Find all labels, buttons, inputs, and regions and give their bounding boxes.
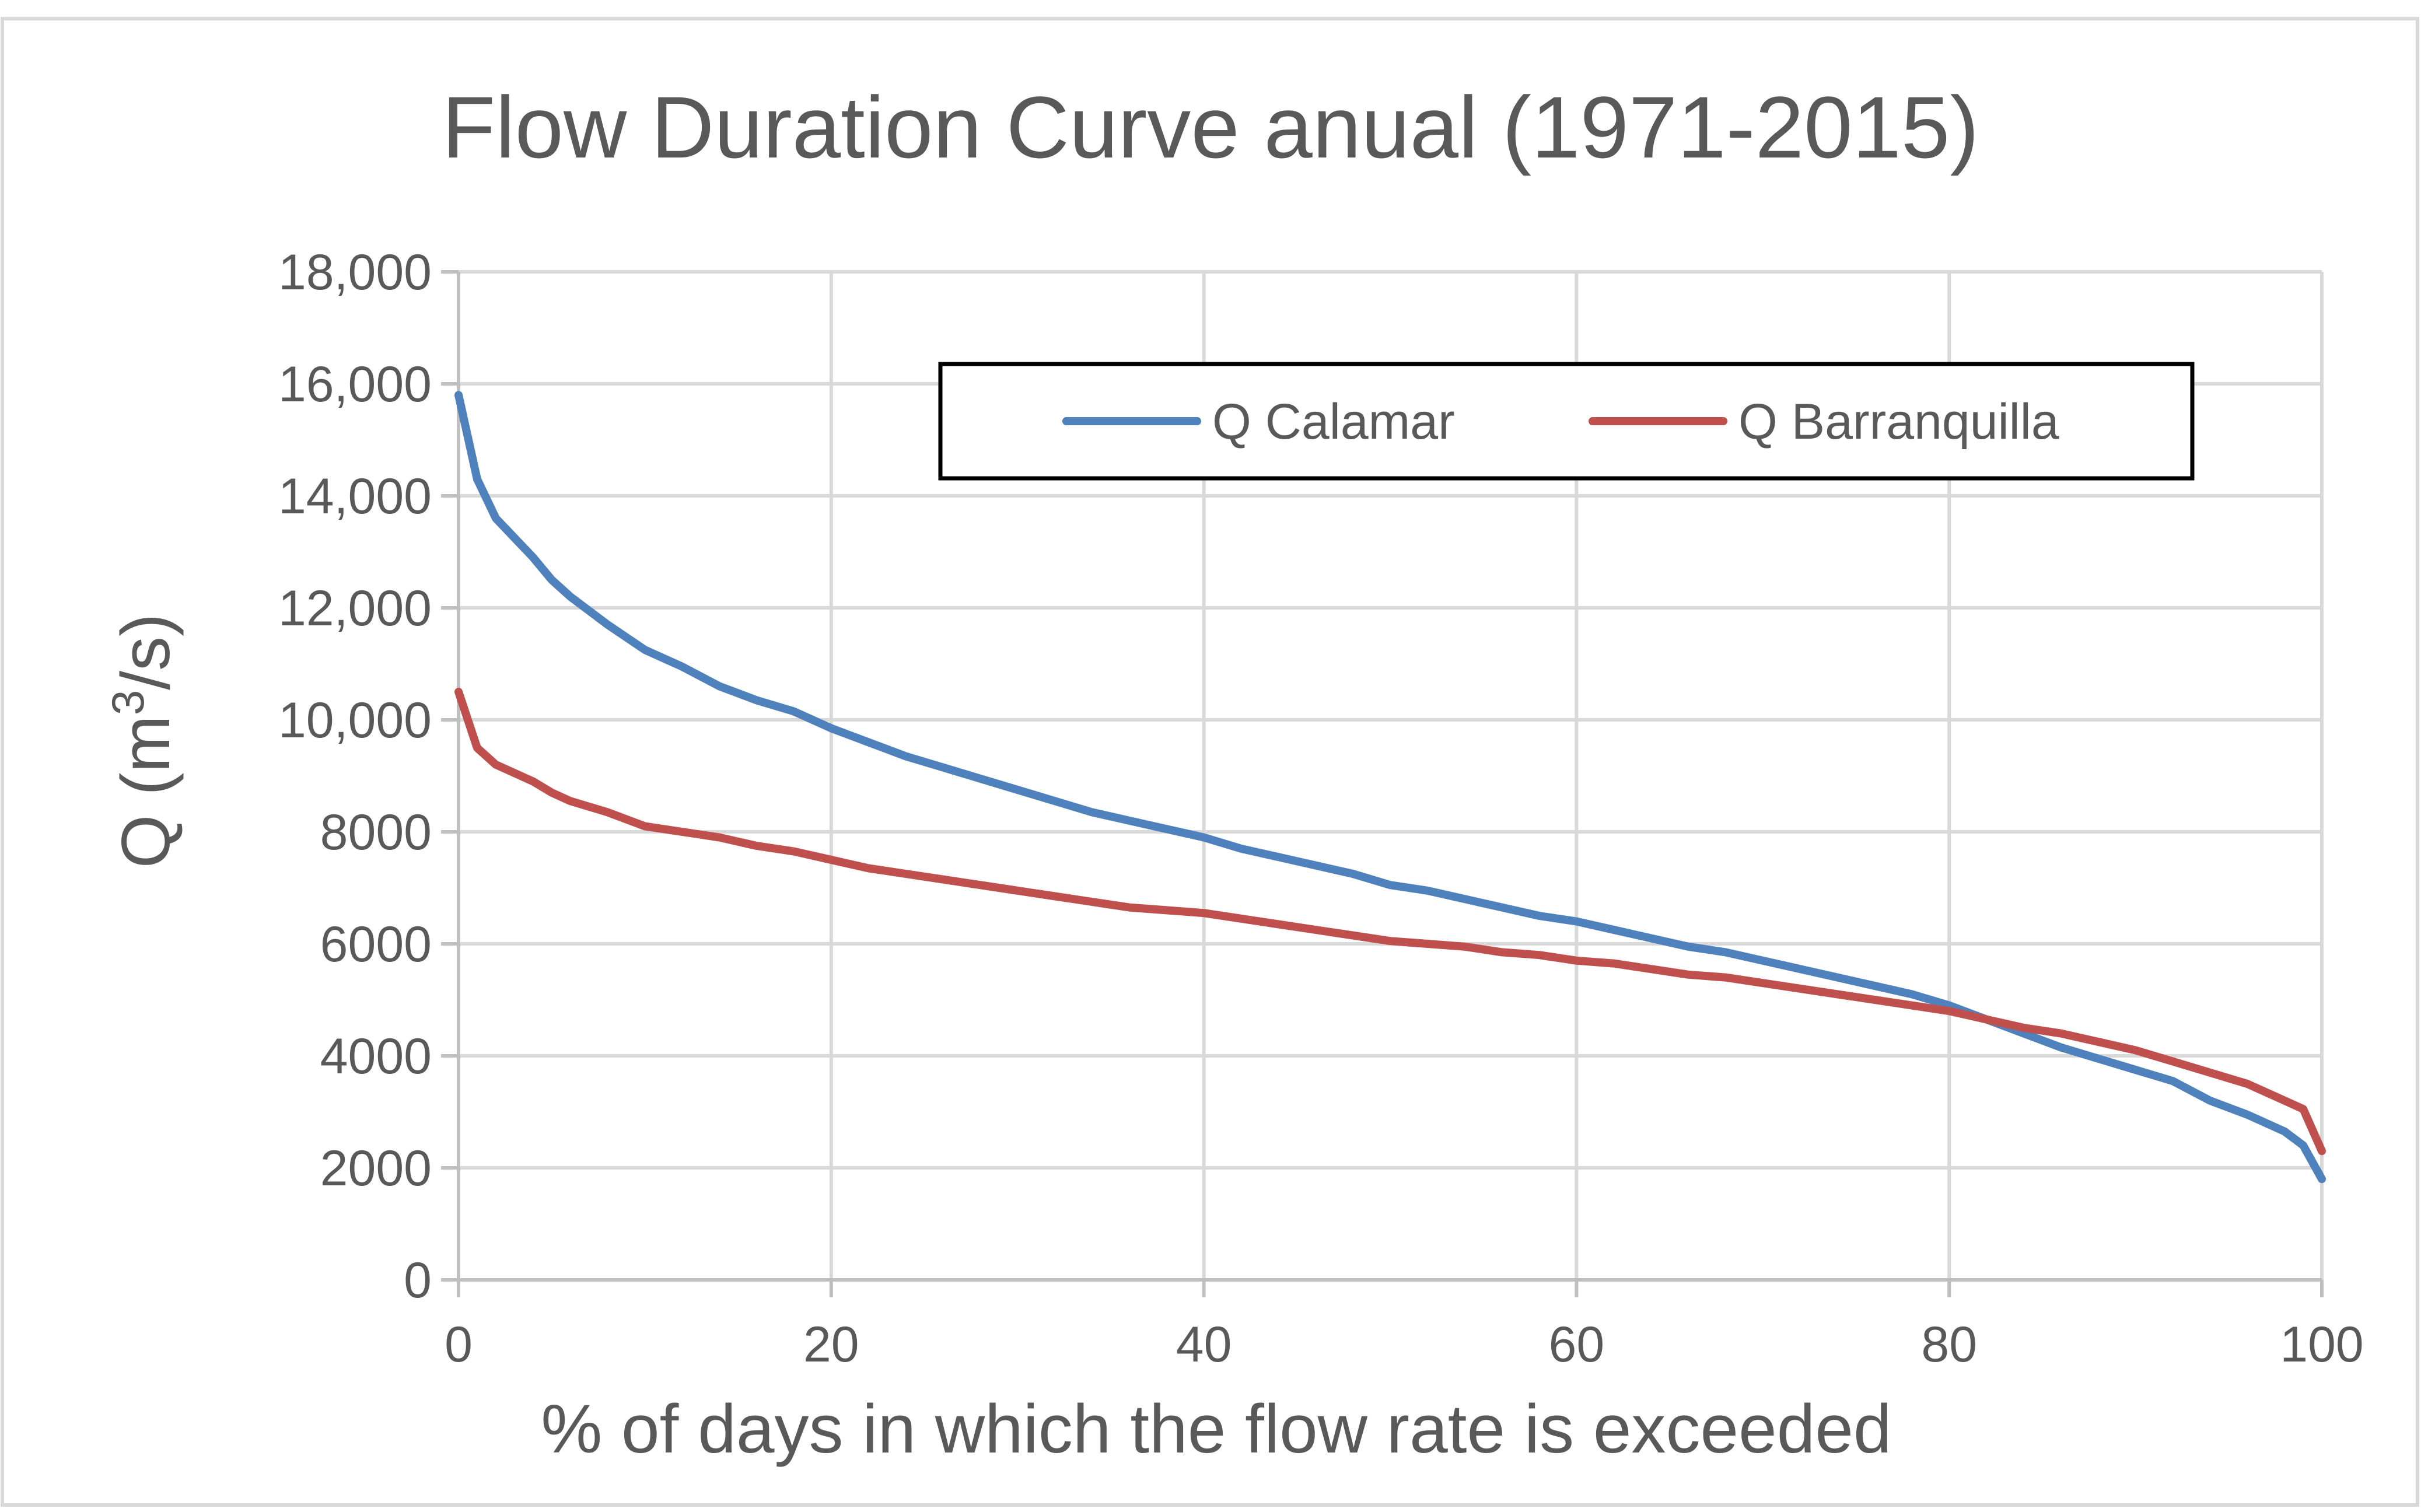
- x-tick-label: 20: [803, 1317, 859, 1373]
- x-tick-label: 40: [1176, 1317, 1232, 1373]
- data-series: [454, 391, 2326, 1184]
- y-tick-label: 12,000: [278, 580, 432, 636]
- y-tick-label: 18,000: [278, 244, 432, 300]
- y-tick-label: 14,000: [278, 468, 432, 524]
- y-tick-label: 16,000: [278, 356, 432, 412]
- legend: Q Calamar Q Barranquilla: [938, 362, 2195, 481]
- chart-title: Flow Duration Curve anual (1971-2015): [442, 78, 1979, 176]
- x-tick-label: 100: [2280, 1317, 2364, 1373]
- legend-label-q-barranquilla: Q Barranquilla: [1738, 394, 2059, 450]
- series-line-q-barranquilla: [454, 688, 2326, 1156]
- y-tick-label: 6000: [320, 916, 432, 972]
- x-tick-label: 60: [1549, 1317, 1605, 1373]
- y-axis-label-superscript: 3: [102, 690, 153, 715]
- x-axis-label: % of days in which the flow rate is exce…: [541, 1391, 1891, 1468]
- axes: [441, 270, 2324, 1297]
- y-tick-label: 10,000: [278, 692, 432, 748]
- y-axis-label-main: Q (m: [107, 715, 184, 868]
- x-tick-label: 0: [445, 1317, 473, 1373]
- legend-label-q-calamar: Q Calamar: [1212, 394, 1455, 450]
- y-tick-label: 8000: [320, 804, 432, 860]
- chart-frame: [1, 17, 2419, 1507]
- y-tick-label: 4000: [320, 1028, 432, 1084]
- y-axis-label-unit: /s): [107, 614, 184, 690]
- x-tick-label: 80: [1921, 1317, 1977, 1373]
- y-axis-label: Q (m3/s): [102, 614, 184, 869]
- tick-labels: 0 2000 4000 6000 8000 10,000 12,000 14,000 16,00…: [278, 244, 2364, 1373]
- y-tick-label: 2000: [320, 1140, 432, 1196]
- series-line-q-calamar: [454, 391, 2326, 1184]
- y-tick-label: 0: [404, 1252, 432, 1308]
